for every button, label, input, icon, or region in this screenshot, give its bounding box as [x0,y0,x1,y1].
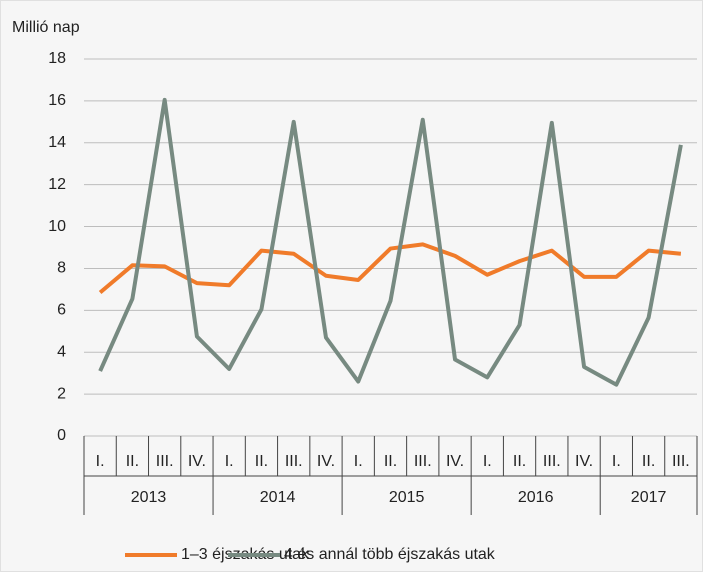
y-tick-label: 14 [48,134,66,151]
x-tick-label: III. [285,453,303,470]
x-tick-label: IV. [317,453,335,470]
year-label: 2015 [389,489,425,506]
series-line [98,97,683,387]
y-tick-label: 2 [57,385,66,402]
y-tick-label: 12 [48,176,66,193]
year-label: 2013 [131,489,167,506]
x-tick-label: III. [156,453,174,470]
x-tick-label: III. [672,453,690,470]
x-tick-label: IV. [575,453,593,470]
y-tick-label: 16 [48,92,66,109]
y-tick-label: 4 [57,343,66,360]
x-tick-label: I. [96,453,105,470]
x-tick-label: I. [225,453,234,470]
x-tick-label: I. [354,453,363,470]
y-tick-label: 8 [57,260,66,277]
y-tick-label: 10 [48,218,66,235]
legend-label: 4 és annál több éjszakás utak [284,546,496,563]
x-tick-label: I. [612,453,621,470]
series-line [98,242,682,295]
y-axis-label: Millió nap [12,19,80,36]
x-tick-label: III. [543,453,561,470]
x-tick-label: II. [513,453,526,470]
x-tick-label: II. [384,453,397,470]
y-tick-label: 6 [57,302,66,319]
x-tick-label: II. [255,453,268,470]
x-tick-label: II. [642,453,655,470]
x-tick-label: IV. [188,453,206,470]
x-tick-label: I. [483,453,492,470]
x-tick-label: III. [414,453,432,470]
x-tick-label: II. [126,453,139,470]
y-tick-label: 18 [48,50,66,67]
year-label: 2017 [631,489,667,506]
year-label: 2016 [518,489,554,506]
y-tick-label: 0 [57,427,66,444]
x-tick-label: IV. [446,453,464,470]
year-label: 2014 [260,489,296,506]
